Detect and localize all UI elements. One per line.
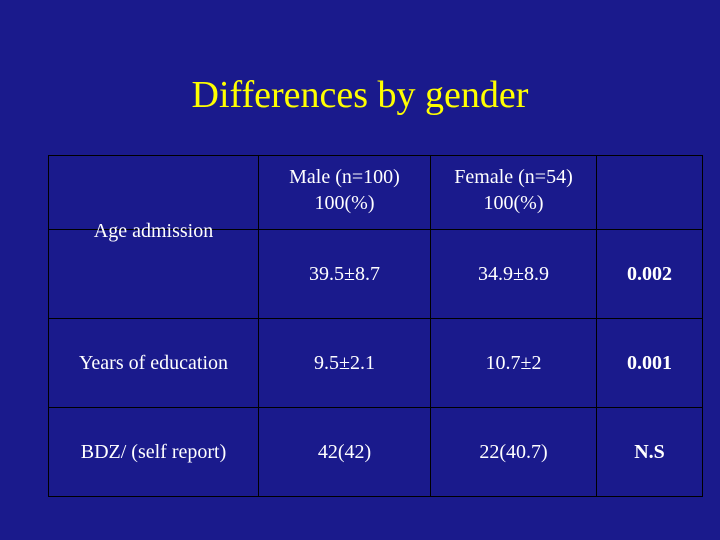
table-row: Years of education 9.5±2.1 10.7±2 0.001	[48, 318, 703, 408]
header-female-line1: Female (n=54)	[454, 166, 573, 188]
slide-title: Differences by gender	[191, 74, 529, 116]
female-value-cell: 22(40.7)	[430, 407, 597, 497]
header-female-line2: 100(%)	[483, 192, 544, 214]
male-value-cell: 9.5±2.1	[258, 318, 431, 408]
row-label: Age admission	[93, 220, 214, 242]
header-male-line2: 100(%)	[314, 192, 375, 214]
row-label: BDZ/ (self report)	[80, 441, 227, 463]
p-value-cell: N.S	[596, 407, 703, 497]
male-value-cell: 42(42)	[258, 407, 431, 497]
female-value-cell: 34.9±8.9	[430, 229, 597, 319]
row-label-cell: Years of education	[48, 318, 259, 408]
header-male-line1: Male (n=100)	[289, 166, 400, 188]
table-row: Age admission 39.5±8.7 34.9±8.9 0.002	[48, 220, 703, 319]
header-cell-empty	[48, 155, 259, 230]
p-value-cell: 0.001	[596, 318, 703, 408]
table-row: BDZ/ (self report) 42(42) 22(40.7) N.S	[48, 407, 703, 497]
header-cell-p	[596, 155, 703, 230]
p-value-cell: 0.002	[596, 229, 703, 319]
gender-differences-table: Male (n=100) 100(%) Female (n=54) 100(%)…	[48, 155, 703, 497]
header-cell-female: Female (n=54) 100(%)	[430, 155, 597, 230]
male-value-cell: 39.5±8.7	[258, 229, 431, 319]
row-label: Years of education	[78, 352, 229, 374]
female-value-cell: 10.7±2	[430, 318, 597, 408]
header-cell-male: Male (n=100) 100(%)	[258, 155, 431, 230]
row-label-cell: Age admission	[48, 220, 259, 319]
row-label-cell: BDZ/ (self report)	[48, 407, 259, 497]
